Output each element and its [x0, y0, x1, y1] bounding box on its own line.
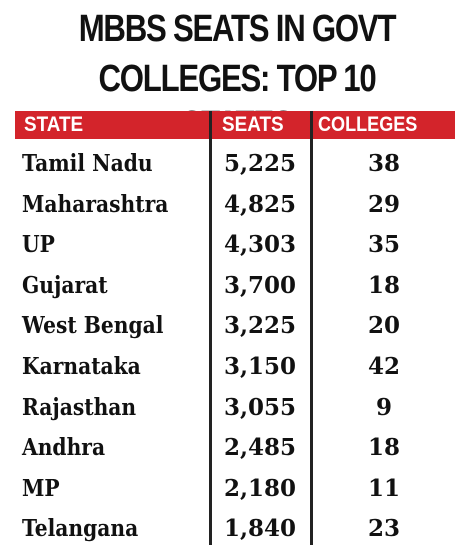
colleges-cell: 35	[367, 231, 400, 259]
seats-cell: 1,840	[223, 515, 297, 543]
colleges-cell: 18	[367, 434, 400, 462]
colleges-cell: 20	[367, 312, 400, 340]
colleges-cell: 29	[367, 190, 400, 218]
table-row: Karnataka 3,150 42	[0, 347, 474, 387]
table-row: Rajasthan 3,055 9	[0, 388, 474, 428]
state-cell: Rajasthan	[22, 393, 137, 421]
table-header-bar	[15, 111, 455, 139]
state-cell: MP	[22, 474, 60, 502]
seats-cell: 3,150	[223, 353, 297, 380]
state-cell: Karnataka	[22, 353, 141, 380]
table-row: Tamil Nadu 5,225 38	[0, 144, 474, 184]
seats-cell: 4,825	[223, 190, 297, 218]
state-cell: Telangana	[22, 515, 139, 543]
table-row: Gujarat 3,700 18	[0, 266, 474, 306]
column-header-seats: SEATS	[222, 113, 284, 136]
state-cell: UP	[22, 231, 55, 259]
seats-cell: 3,055	[223, 393, 297, 421]
table-row: MP 2,180 11	[0, 469, 474, 509]
state-cell: Maharashtra	[22, 190, 169, 218]
state-cell: West Bengal	[22, 312, 164, 340]
column-divider-2	[310, 111, 313, 545]
colleges-cell: 18	[367, 271, 400, 299]
colleges-cell: 38	[367, 150, 400, 177]
state-cell: Gujarat	[22, 271, 108, 299]
seats-cell: 5,225	[223, 150, 297, 177]
table-row: West Bengal 3,225 20	[0, 306, 474, 346]
column-header-state: STATE	[24, 113, 84, 136]
seats-cell: 3,700	[223, 271, 297, 299]
colleges-cell: 9	[375, 393, 392, 421]
chart-title-line-1: MBBS SEATS IN GOVT	[78, 8, 397, 50]
seats-cell: 3,225	[223, 312, 297, 340]
state-cell: Tamil Nadu	[22, 150, 153, 177]
column-divider-1	[209, 111, 212, 545]
seats-cell: 2,180	[223, 474, 297, 502]
seats-cell: 4,303	[223, 231, 297, 259]
table-row: UP 4,303 35	[0, 225, 474, 265]
column-header-colleges: COLLEGES	[318, 113, 418, 136]
colleges-cell: 42	[367, 353, 400, 380]
colleges-cell: 11	[367, 474, 400, 502]
state-cell: Andhra	[22, 434, 106, 462]
colleges-cell: 23	[367, 515, 400, 543]
seats-cell: 2,485	[223, 434, 297, 462]
table-row: Andhra 2,485 18	[0, 428, 474, 468]
table-row: Maharashtra 4,825 29	[0, 185, 474, 225]
table-row: Telangana 1,840 23	[0, 509, 474, 549]
